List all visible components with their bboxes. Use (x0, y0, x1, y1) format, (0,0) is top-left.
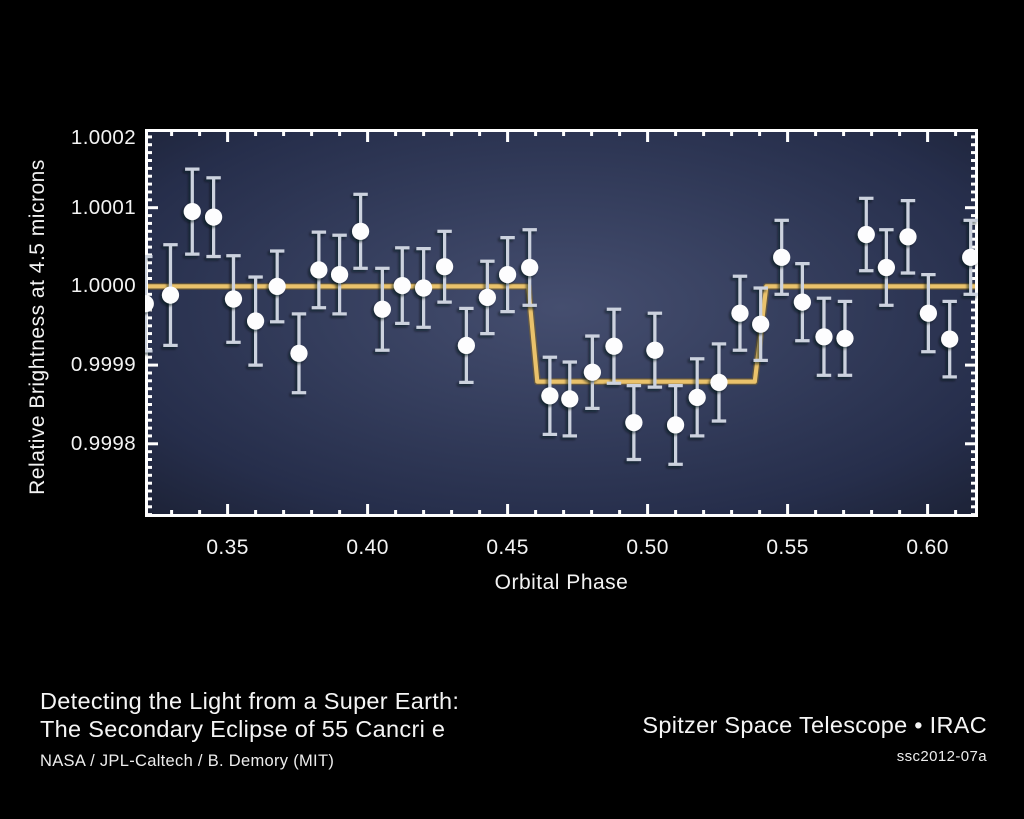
y-tick-label: 1.0000 (70, 274, 136, 298)
x-tick-label: 0.35 (206, 536, 249, 559)
caption-credit: NASA / JPL-Caltech / B. Demory (MIT) (40, 752, 335, 770)
caption-release-id: ssc2012-07a (896, 748, 987, 765)
x-tick-label: 0.40 (346, 536, 389, 559)
plot-area (145, 129, 978, 517)
y-tick-label: 0.9999 (70, 353, 136, 377)
x-tick-label: 0.55 (766, 536, 809, 559)
x-tick-label: 0.60 (906, 536, 949, 559)
caption-title-line2: The Secondary Eclipse of 55 Cancri e (40, 716, 446, 742)
caption-mission: Spitzer Space Telescope • IRAC (642, 712, 987, 738)
x-axis-title: Orbital Phase (494, 571, 629, 594)
y-tick-label: 1.0002 (70, 126, 136, 149)
x-tick-label: 0.50 (626, 536, 669, 559)
x-tick-label: 0.45 (486, 536, 529, 559)
y-tick-label: 0.9998 (70, 431, 136, 455)
y-tick-label: 1.0001 (70, 195, 136, 219)
caption-title-line1: Detecting the Light from a Super Earth: (40, 688, 460, 714)
data-points (145, 203, 978, 434)
caption-block-left: Detecting the Light from a Super Earth: … (40, 687, 459, 771)
caption-block-right: Spitzer Space Telescope • IRAC ssc2012-0… (642, 712, 987, 765)
